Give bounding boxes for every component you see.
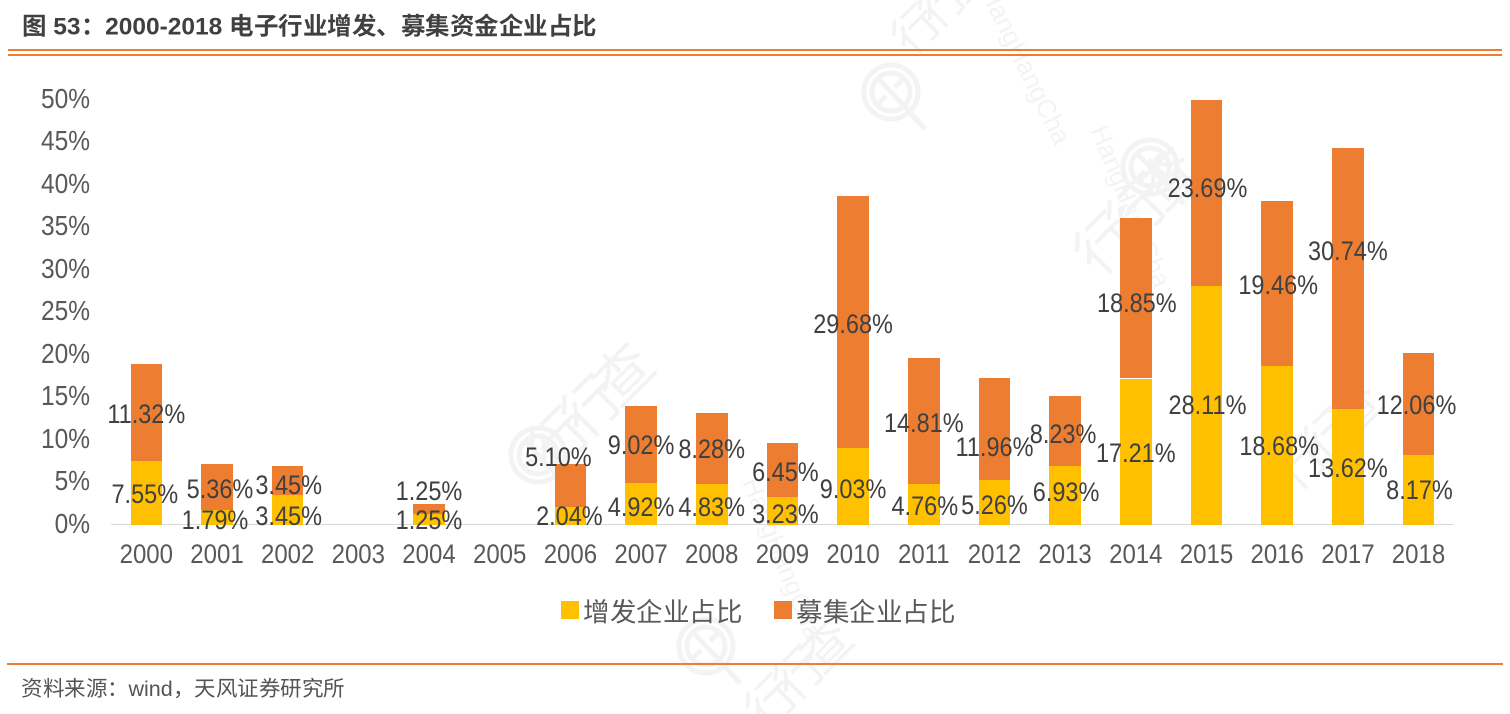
svg-text:HangHangCha: HangHangCha (975, 0, 1078, 150)
